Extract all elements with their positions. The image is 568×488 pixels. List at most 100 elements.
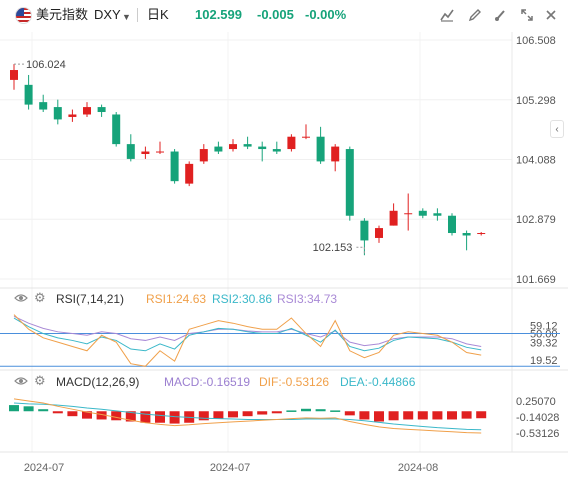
candle-body	[258, 146, 267, 150]
brush-icon[interactable]	[492, 6, 510, 24]
candle	[389, 203, 398, 226]
macd-panel: 0.25070 -0.14028 -0.53126	[9, 396, 559, 440]
price-axis: 106.508 105.298 104.088 102.879 101.669	[516, 35, 556, 286]
rsi2-value: RSI2:30.86	[212, 292, 273, 306]
macd-tick-label: 0.25070	[516, 396, 556, 408]
candle	[229, 139, 237, 152]
macd-histogram-bar	[125, 411, 136, 422]
macd-tick-label: -0.14028	[516, 412, 559, 424]
chevron-down-icon[interactable]: ▼	[122, 12, 131, 22]
rsi-eye-icon[interactable]	[14, 292, 28, 307]
price-tick-label: 104.088	[516, 155, 556, 167]
line-chart-tool-icon[interactable]	[438, 6, 456, 24]
macd-histogram-bar	[403, 411, 414, 420]
candle	[83, 102, 91, 117]
candle	[302, 124, 310, 140]
macd-histogram-bar	[271, 411, 282, 414]
rsi-title: RSI(7,14,21)	[56, 292, 125, 306]
candle-body	[404, 213, 413, 215]
macd-histogram-bar	[111, 411, 122, 421]
draw-pen-icon[interactable]	[466, 6, 484, 24]
macd-eye-icon[interactable]	[14, 375, 28, 390]
expand-icon[interactable]	[518, 6, 536, 24]
macd-histogram-bar	[38, 409, 49, 412]
time-tick-label: 2024-07	[24, 462, 64, 474]
candle-body	[272, 149, 281, 152]
candle-body	[68, 114, 77, 117]
rsi-settings-icon[interactable]: ⚙	[34, 290, 46, 305]
rsi-tick-label: 39.32	[530, 338, 558, 350]
candle-body	[375, 228, 383, 238]
macd-histogram-bar	[82, 411, 92, 419]
price-tick-label: 106.508	[516, 35, 556, 47]
macd-histogram-bar	[242, 411, 253, 417]
period-selector[interactable]: 日K	[147, 7, 169, 22]
macd-histogram-bar	[359, 411, 370, 420]
expand-panel-button[interactable]: ‹	[550, 120, 564, 138]
dea-value: DEA:-0.44866	[340, 375, 416, 389]
candle-body	[156, 151, 164, 153]
candle-body	[83, 107, 91, 115]
macd-value: MACD:-0.16519	[164, 375, 251, 389]
candle	[97, 104, 106, 117]
macd-histogram-bar	[52, 411, 63, 414]
candle-body	[126, 144, 135, 159]
macd-histogram-bar	[447, 411, 457, 420]
macd-histogram-bar	[198, 411, 209, 421]
candle-body	[462, 233, 471, 236]
candle	[404, 193, 413, 231]
rsi-tick-label: 59.12	[530, 321, 558, 333]
candle-body	[345, 149, 354, 216]
macd-histogram-bar	[140, 411, 151, 423]
candle-body	[331, 146, 340, 162]
candle-body	[477, 233, 486, 235]
candle-body	[389, 210, 398, 226]
chart-grid	[0, 32, 568, 453]
candle	[68, 109, 77, 122]
max-price-label: 106.024	[26, 59, 66, 71]
macd-histogram-bar	[23, 406, 34, 412]
rsi3-value: RSI3:34.73	[277, 292, 338, 306]
candle	[214, 141, 223, 154]
macd-tick-label: -0.53126	[516, 428, 559, 440]
candle-body	[243, 144, 252, 147]
macd-histogram-bar	[9, 405, 19, 412]
candle	[477, 232, 486, 236]
candle-body	[316, 136, 325, 162]
candlestick-series: 106.024 102.153	[10, 59, 486, 256]
close-icon[interactable]	[542, 6, 560, 24]
candle-body	[112, 114, 121, 145]
candle	[433, 208, 442, 221]
rsi2-line	[13, 317, 482, 352]
rsi1-line	[13, 314, 482, 367]
macd-histogram-bar	[228, 411, 238, 418]
macd-histogram-bar	[96, 411, 107, 420]
time-tick-label: 2024-07	[210, 462, 250, 474]
candle	[258, 141, 267, 162]
candle	[126, 134, 135, 162]
macd-histogram-bar	[432, 411, 443, 420]
candle-body	[360, 220, 369, 241]
symbol-name[interactable]: 美元指数	[36, 7, 89, 22]
macd-histogram-bar	[169, 411, 180, 424]
chart-header: 美元指数 DXY ▼ 日K 102.599 -0.005 -0.00%	[0, 0, 568, 30]
macd-histogram-bar	[315, 409, 326, 412]
candle-body	[170, 151, 179, 182]
symbol-code[interactable]: DXY	[94, 7, 121, 22]
candle	[316, 126, 325, 164]
candle-body	[10, 70, 18, 80]
macd-histogram-bar	[67, 411, 78, 417]
rsi-tick-label: 50.00	[530, 329, 558, 341]
header-divider	[137, 8, 138, 22]
last-price: 102.599	[195, 7, 242, 22]
candle	[199, 144, 208, 164]
macd-settings-icon[interactable]: ⚙	[34, 373, 46, 388]
candle	[112, 112, 121, 147]
dif-line	[13, 398, 482, 434]
candle	[39, 94, 48, 113]
rsi-tick-label: 19.52	[530, 355, 558, 367]
rsi3-line	[13, 315, 482, 347]
candle	[185, 161, 194, 187]
min-price-label: 102.153	[313, 242, 353, 254]
